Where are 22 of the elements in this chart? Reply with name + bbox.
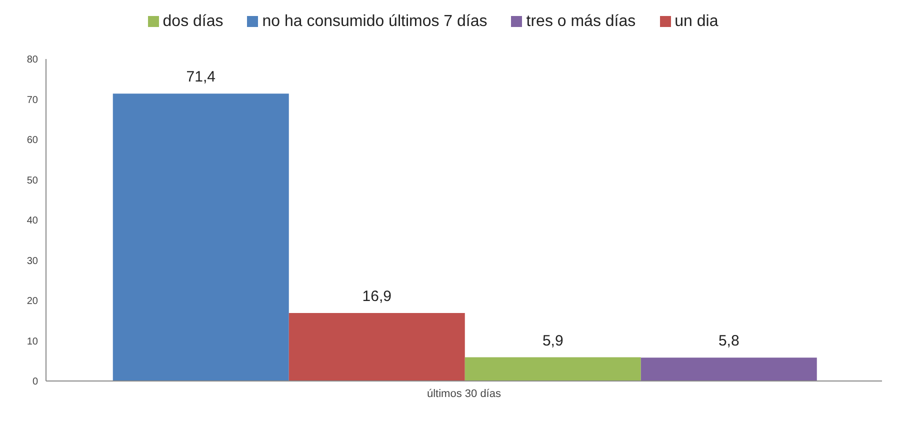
legend-label: un dia [674, 13, 718, 30]
y-tick-label: 80 [26, 54, 38, 66]
y-tick-label: 70 [26, 94, 38, 106]
data-label: 16,9 [362, 288, 392, 305]
data-label: 5,9 [542, 332, 564, 350]
x-tick-label: últimos 30 días [427, 388, 502, 400]
y-tick-label: 60 [26, 135, 38, 146]
legend-label: tres o más días [526, 13, 636, 30]
legend-label: no ha consumido últimos 7 días [262, 13, 488, 30]
y-tick-label: 10 [26, 336, 38, 348]
y-tick-label: 30 [26, 256, 38, 267]
y-tick-label: 0 [32, 376, 38, 388]
y-tick-label: 50 [26, 175, 38, 186]
y-tick-label: 40 [26, 216, 38, 227]
bar [112, 94, 289, 381]
bar [288, 312, 465, 381]
y-tick-label: 20 [26, 296, 38, 308]
bar [464, 357, 641, 381]
legend-label: dos días [162, 13, 224, 30]
bar [640, 358, 817, 381]
data-label: 5,8 [718, 332, 740, 350]
data-label: 71,4 [186, 68, 216, 86]
